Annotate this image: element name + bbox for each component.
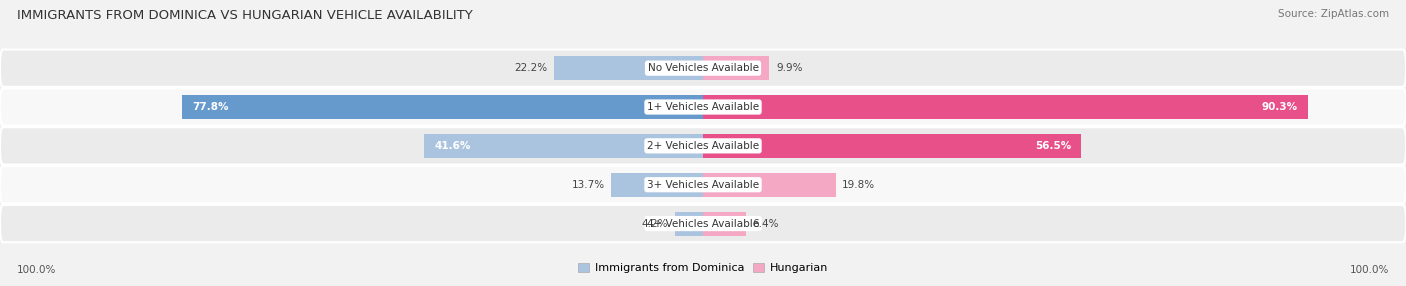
Bar xyxy=(703,56,769,80)
Text: 22.2%: 22.2% xyxy=(515,63,548,73)
FancyBboxPatch shape xyxy=(0,88,1406,126)
Bar xyxy=(554,56,703,80)
Text: 9.9%: 9.9% xyxy=(776,63,803,73)
FancyBboxPatch shape xyxy=(0,166,1406,203)
Text: 77.8%: 77.8% xyxy=(193,102,229,112)
Text: 2+ Vehicles Available: 2+ Vehicles Available xyxy=(647,141,759,151)
Text: 4.2%: 4.2% xyxy=(641,219,668,229)
Text: 100.0%: 100.0% xyxy=(17,265,56,275)
Bar xyxy=(703,134,1081,158)
Text: Source: ZipAtlas.com: Source: ZipAtlas.com xyxy=(1278,9,1389,19)
Text: 3+ Vehicles Available: 3+ Vehicles Available xyxy=(647,180,759,190)
FancyBboxPatch shape xyxy=(0,127,1406,164)
Bar xyxy=(183,95,703,119)
Text: 90.3%: 90.3% xyxy=(1261,102,1298,112)
Text: No Vehicles Available: No Vehicles Available xyxy=(648,63,758,73)
Bar xyxy=(675,212,703,236)
Text: 6.4%: 6.4% xyxy=(752,219,779,229)
Bar xyxy=(612,173,703,197)
Text: 1+ Vehicles Available: 1+ Vehicles Available xyxy=(647,102,759,112)
Text: 56.5%: 56.5% xyxy=(1035,141,1071,151)
Bar xyxy=(703,212,745,236)
Bar xyxy=(703,173,835,197)
Text: 19.8%: 19.8% xyxy=(842,180,876,190)
FancyBboxPatch shape xyxy=(0,49,1406,87)
Text: 4+ Vehicles Available: 4+ Vehicles Available xyxy=(647,219,759,229)
FancyBboxPatch shape xyxy=(0,205,1406,242)
Bar xyxy=(425,134,703,158)
Text: 41.6%: 41.6% xyxy=(434,141,471,151)
Text: 13.7%: 13.7% xyxy=(571,180,605,190)
Bar xyxy=(703,95,1308,119)
Text: IMMIGRANTS FROM DOMINICA VS HUNGARIAN VEHICLE AVAILABILITY: IMMIGRANTS FROM DOMINICA VS HUNGARIAN VE… xyxy=(17,9,472,21)
Text: 100.0%: 100.0% xyxy=(1350,265,1389,275)
Legend: Immigrants from Dominica, Hungarian: Immigrants from Dominica, Hungarian xyxy=(574,259,832,278)
